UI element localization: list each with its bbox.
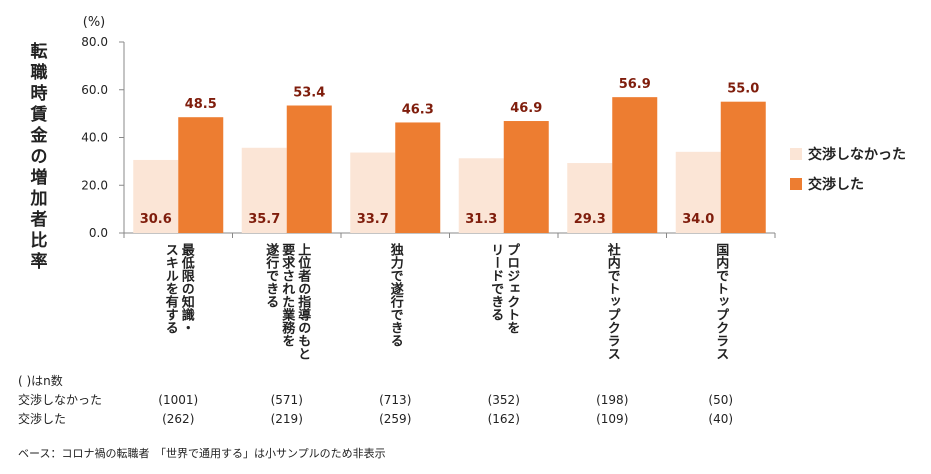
- y-axis-label-char: の: [30, 147, 48, 167]
- sample-size-cell: (571): [270, 393, 303, 407]
- y-tick-label: 0.0: [89, 226, 108, 240]
- legend-swatch-negotiated: [790, 178, 802, 190]
- sample-size-cell: (262): [162, 412, 195, 426]
- sample-size-header: ( )はn数: [18, 374, 63, 388]
- x-category-label: スキルを有する: [163, 243, 179, 334]
- y-axis-label-char: 者: [30, 210, 48, 230]
- bar-negotiated: [395, 122, 441, 233]
- x-category-label: 上位者の指導のもと: [295, 243, 312, 360]
- y-axis-label-char: 転: [30, 42, 48, 62]
- sample-size-cell: (1001): [158, 393, 199, 407]
- bar-negotiated: [503, 121, 549, 233]
- legend-item-negotiated: 交渉した: [790, 172, 906, 196]
- sample-size-cell: (352): [487, 393, 520, 407]
- data-label-not-negotiated: 29.3: [574, 212, 606, 227]
- y-axis-label-char: 金: [30, 126, 48, 146]
- x-category-label: 社内でトップクラス: [605, 242, 622, 360]
- y-axis-label-char: 時: [30, 84, 48, 104]
- sample-size-cell: (219): [270, 412, 303, 426]
- y-axis-unit: (%): [83, 15, 106, 30]
- y-axis-label-char: 賃: [30, 105, 48, 125]
- x-category-label: リードできる: [488, 243, 504, 321]
- sample-size-cell: (713): [379, 393, 412, 407]
- sample-size-cell: (259): [379, 412, 412, 426]
- sample-size-cell: (198): [596, 393, 629, 407]
- sample-size-cell: (40): [708, 412, 734, 426]
- bar-not-negotiated: [567, 163, 613, 233]
- sample-size-cell: (50): [708, 393, 734, 407]
- y-axis-label-char: 比: [30, 231, 48, 251]
- bar-not-negotiated: [241, 147, 287, 233]
- data-label-not-negotiated: 30.6: [140, 212, 172, 227]
- sample-size-row-label: 交渉した: [18, 412, 67, 426]
- data-label-negotiated: 53.4: [293, 86, 325, 101]
- base-note: ベース：コロナ禍の転職者 「世界で通用する」は小サンプルのため非表示: [18, 447, 386, 460]
- bar-not-negotiated: [350, 152, 396, 233]
- data-label-negotiated: 48.5: [185, 97, 217, 112]
- legend: 交渉しなかった 交渉した: [790, 142, 906, 202]
- data-label-negotiated: 46.9: [510, 101, 542, 116]
- x-category-label: 遂行できる: [263, 242, 280, 308]
- sample-size-row-negotiated: 交渉した (262) (219) (259) (162) (109) (40): [18, 410, 733, 429]
- x-category-label: プロジェクトを: [504, 243, 520, 334]
- bar-negotiated: [286, 105, 332, 233]
- data-label-negotiated: 55.0: [727, 82, 759, 97]
- y-axis-label-char: 増: [30, 168, 48, 188]
- y-axis-label-char: 加: [30, 189, 48, 209]
- data-label-not-negotiated: 35.7: [248, 212, 280, 227]
- legend-item-not-negotiated: 交渉しなかった: [790, 142, 906, 166]
- sample-size-table: ( )はn数 交渉しなかった (1001) (571) (713) (352) (198…: [18, 372, 733, 429]
- data-label-not-negotiated: 31.3: [465, 212, 497, 227]
- x-category-label: 最低限の知識・: [179, 243, 196, 334]
- data-label-negotiated: 56.9: [619, 77, 651, 92]
- bar-not-negotiated: [133, 159, 179, 233]
- y-tick-label: 80.0: [81, 35, 108, 49]
- y-axis-label-char: 職: [30, 63, 48, 83]
- sample-size-row-label: 交渉しなかった: [18, 393, 103, 407]
- bar-negotiated: [612, 97, 658, 234]
- y-tick-label: 60.0: [81, 83, 108, 97]
- y-tick-label: 40.0: [81, 131, 108, 145]
- legend-label-not-negotiated: 交渉しなかった: [808, 147, 906, 163]
- sample-size-cell: (162): [487, 412, 520, 426]
- y-axis-label-char: 率: [30, 252, 48, 272]
- legend-label-negotiated: 交渉した: [808, 177, 864, 193]
- bar-negotiated: [720, 101, 766, 233]
- bar-not-negotiated: [458, 158, 504, 233]
- bar-negotiated: [178, 117, 224, 233]
- data-label-negotiated: 46.3: [402, 102, 434, 117]
- bar-not-negotiated: [675, 151, 721, 233]
- legend-swatch-not-negotiated: [790, 148, 802, 160]
- sample-size-row-not-negotiated: 交渉しなかった (1001) (571) (713) (352) (198) (50): [18, 391, 733, 410]
- data-label-not-negotiated: 34.0: [682, 212, 714, 227]
- data-label-not-negotiated: 33.7: [357, 212, 389, 227]
- y-tick-label: 20.0: [81, 178, 108, 192]
- x-category-label: 国内でトップクラス: [713, 243, 729, 360]
- x-category-label: 独力で遂行できる: [388, 242, 405, 347]
- x-category-label: 要求された業務を: [279, 243, 296, 347]
- sample-size-cell: (109): [596, 412, 629, 426]
